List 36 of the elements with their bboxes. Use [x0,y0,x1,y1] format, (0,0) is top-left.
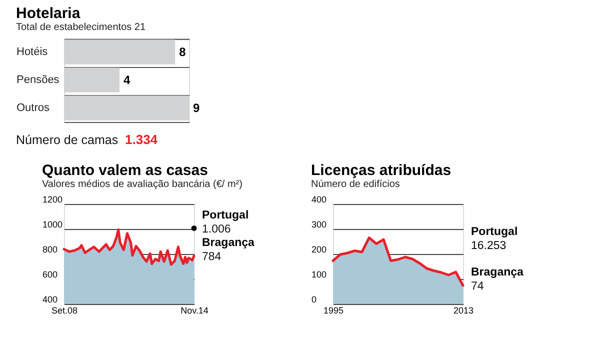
x-tick-label: 2013 [453,306,474,316]
annotation: 74 [471,280,484,292]
y-tick-label: Hotéis [16,46,48,58]
data-label: 4 [124,73,131,87]
series-label: Bragança [202,237,256,249]
data-label: 8 [179,45,186,59]
chart-title: Licenças atribuídas [311,162,452,179]
chart-subtitle: Total de estabelecimentos 21 [16,22,146,33]
y-tick-label: 1200 [42,194,63,204]
chart-title: Quanto valem as casas [42,162,208,179]
y-tick-label: 300 [312,220,327,230]
x-tick-label: 1995 [323,306,344,316]
y-tick-label: 0 [312,294,317,304]
y-tick-label: Outros [16,102,50,114]
y-tick-label: 100 [312,270,327,280]
x-tick-label: Nov.14 [180,306,208,316]
x-tick-label: Set.08 [51,306,78,316]
chart-subtitle: Valores médios de avaliação bancária (€/ m²) [42,179,242,190]
text: Portugal [471,226,518,238]
text: Número de camas [16,133,118,147]
y-tick-label: 400 [312,194,327,204]
data-label: 9 [193,101,200,115]
y-tick-label: 1000 [42,220,63,230]
series-label: Bragança [471,266,524,278]
y-tick-label: 600 [42,270,58,280]
series-label: Portugal [202,209,249,222]
y-tick-label: 800 [42,244,58,254]
y-tick-label: Pensões [16,74,60,86]
y-tick-label: 400 [42,294,58,304]
annotation: 784 [202,251,222,263]
y-tick-label: 200 [312,244,327,254]
text: 1.334 [125,132,158,147]
annotation: 1.006 [202,223,231,236]
chart-subtitle: Número de edifícios [311,179,400,190]
text: 16.253 [471,240,506,252]
chart-title: Hotelaria [16,5,81,22]
